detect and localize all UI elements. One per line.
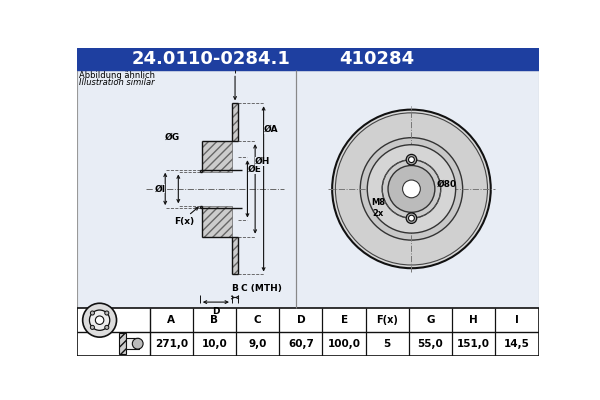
Circle shape <box>409 157 415 162</box>
Text: E: E <box>341 315 347 325</box>
Circle shape <box>335 113 488 265</box>
Text: F(x): F(x) <box>376 315 398 325</box>
Bar <box>77 70 539 308</box>
Polygon shape <box>202 141 232 172</box>
Circle shape <box>403 180 421 198</box>
Bar <box>77 308 539 356</box>
Polygon shape <box>232 236 238 274</box>
Bar <box>200 141 212 236</box>
Text: H: H <box>469 315 478 325</box>
Text: D: D <box>296 315 305 325</box>
Text: 151,0: 151,0 <box>457 339 490 349</box>
Text: Abbildung ähnlich: Abbildung ähnlich <box>79 71 155 80</box>
Text: 60,7: 60,7 <box>288 339 314 349</box>
Text: ØG: ØG <box>164 133 180 142</box>
Text: 5: 5 <box>383 339 391 349</box>
Text: F(x): F(x) <box>175 217 194 226</box>
Text: 55,0: 55,0 <box>418 339 443 349</box>
Text: C (MTH): C (MTH) <box>241 284 281 293</box>
Text: M8
2x: M8 2x <box>371 198 385 218</box>
Text: ØI: ØI <box>154 184 166 194</box>
Text: 10,0: 10,0 <box>202 339 227 349</box>
Circle shape <box>89 310 110 330</box>
Circle shape <box>382 160 441 218</box>
Bar <box>125 338 139 349</box>
Text: I: I <box>515 315 519 325</box>
Text: 100,0: 100,0 <box>328 339 361 349</box>
Polygon shape <box>200 206 202 208</box>
Circle shape <box>95 316 104 324</box>
Text: C: C <box>254 315 262 325</box>
Bar <box>119 333 125 354</box>
Text: ØA: ØA <box>264 124 278 134</box>
Bar <box>77 48 539 70</box>
Text: 24.0110-0284.1: 24.0110-0284.1 <box>132 50 290 68</box>
Circle shape <box>406 154 417 165</box>
Circle shape <box>367 145 455 233</box>
Text: A: A <box>167 315 175 325</box>
Polygon shape <box>200 170 202 172</box>
Text: 9,0: 9,0 <box>248 339 267 349</box>
Circle shape <box>133 338 143 349</box>
Circle shape <box>406 213 417 224</box>
Text: 271,0: 271,0 <box>155 339 188 349</box>
Circle shape <box>105 311 109 315</box>
Circle shape <box>105 325 109 330</box>
Text: B: B <box>232 284 238 293</box>
Text: Illustration similar: Illustration similar <box>79 78 154 87</box>
Text: D: D <box>212 307 220 316</box>
Text: G: G <box>426 315 435 325</box>
Circle shape <box>332 110 491 268</box>
Polygon shape <box>202 206 232 236</box>
Circle shape <box>388 166 435 212</box>
Text: 14,5: 14,5 <box>504 339 530 349</box>
Circle shape <box>328 106 495 272</box>
Circle shape <box>91 311 94 315</box>
Text: B: B <box>211 315 218 325</box>
Text: 410284: 410284 <box>339 50 415 68</box>
Circle shape <box>91 325 94 330</box>
Circle shape <box>360 138 463 240</box>
Text: ØH: ØH <box>255 157 271 166</box>
Circle shape <box>83 303 116 337</box>
Text: ØE: ØE <box>248 165 262 174</box>
Text: Ø80: Ø80 <box>437 180 457 189</box>
Circle shape <box>409 215 415 221</box>
Polygon shape <box>232 103 238 141</box>
